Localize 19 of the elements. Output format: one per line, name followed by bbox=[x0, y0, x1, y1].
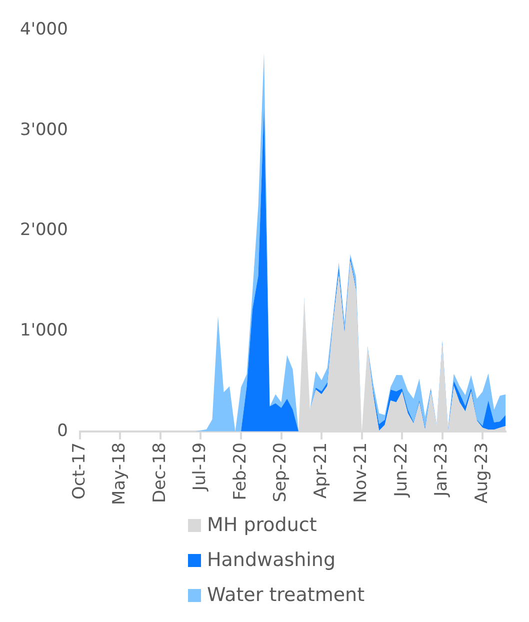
y-tick-label: 0 bbox=[57, 420, 68, 441]
x-tick-label: Apr-21 bbox=[310, 442, 331, 498]
x-tick-label: Aug-23 bbox=[472, 442, 492, 504]
x-tick-label: Jan-23 bbox=[432, 442, 452, 498]
legend-label: Handwashing bbox=[207, 548, 336, 573]
x-tick-label: Feb-20 bbox=[230, 442, 250, 500]
legend-label: Water treatment bbox=[207, 583, 365, 608]
y-tick-label: 3'000 bbox=[20, 120, 68, 140]
x-tick-label: Nov-21 bbox=[351, 442, 372, 503]
x-tick-label: Jul-19 bbox=[190, 442, 210, 492]
x-tick-label: Jun-22 bbox=[391, 442, 412, 498]
x-tick-label: Dec-18 bbox=[150, 442, 170, 504]
y-tick-label: 2'000 bbox=[20, 220, 68, 240]
x-tick-label: Sep-20 bbox=[270, 442, 291, 502]
legend-label: MH product bbox=[207, 513, 317, 538]
x-tick-label: Oct-17 bbox=[69, 442, 90, 500]
x-tick-label: May-18 bbox=[110, 442, 130, 506]
y-tick-label: 4'000 bbox=[20, 20, 68, 40]
y-tick-label: 1'000 bbox=[20, 320, 68, 341]
